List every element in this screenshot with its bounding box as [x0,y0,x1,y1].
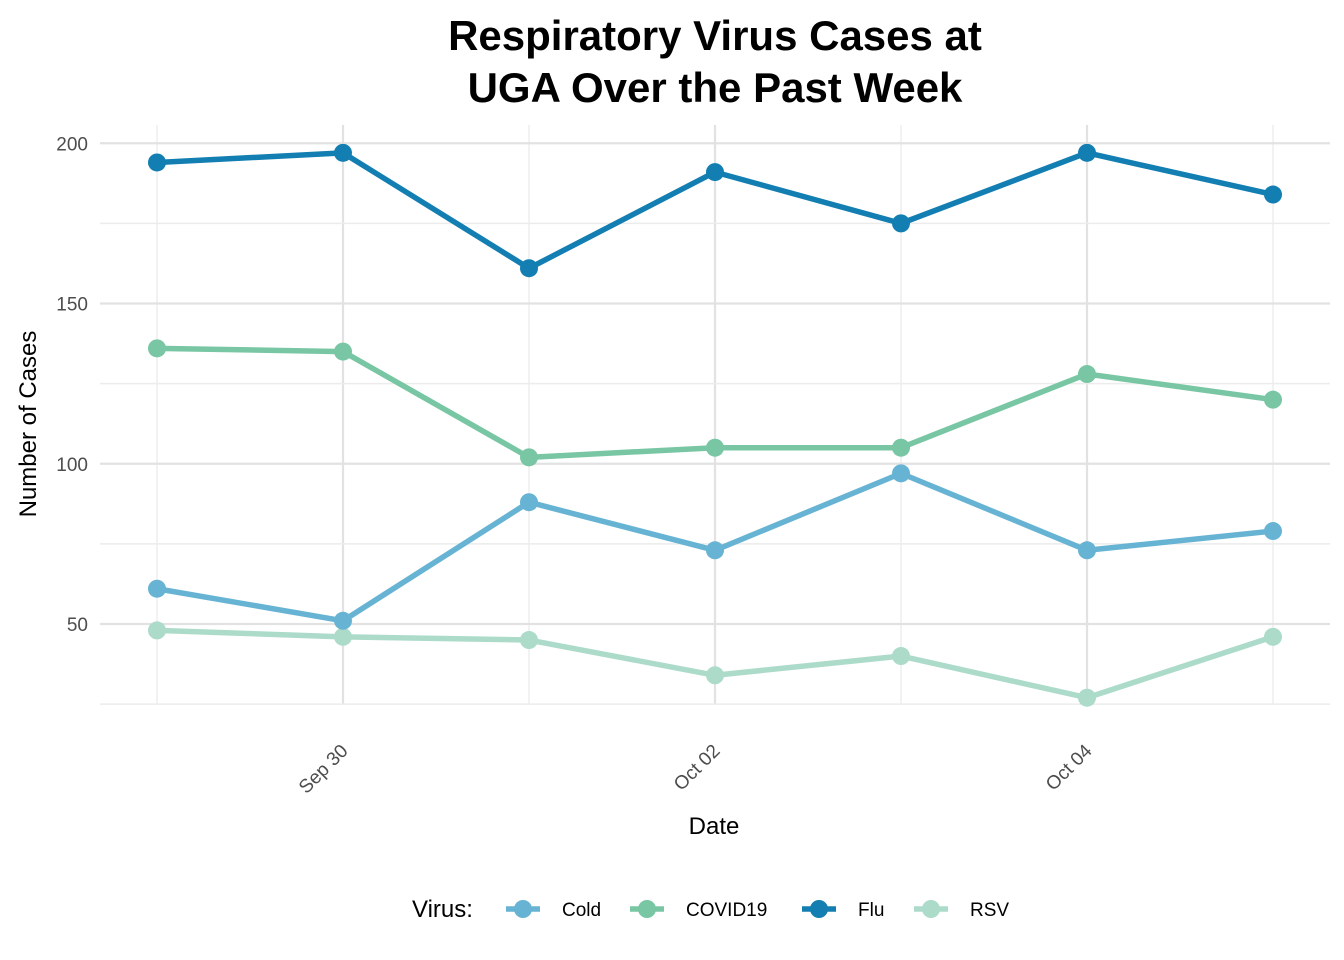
y-axis-title: Number of Cases [15,331,42,518]
series-covid19 [148,339,1282,467]
y-tick-label: 150 [56,295,88,316]
data-point [334,143,352,162]
legend-label: Cold [562,900,601,921]
data-point [706,666,724,685]
x-axis-title: Date [689,813,740,840]
data-point [892,438,910,457]
chart-title-line2: UGA Over the Past Week [467,64,963,111]
x-tick-label: Oct 02 [670,741,724,795]
data-point [706,438,724,457]
legend-key-point [514,900,532,918]
legend-key-point [922,900,940,918]
data-point [1264,185,1282,204]
data-point [892,464,910,483]
series-cold [148,464,1282,630]
data-point [148,153,166,172]
y-tick-label: 100 [56,455,88,476]
x-tick-label: Sep 30 [295,741,352,798]
legend-key-point [810,900,828,918]
data-point [1078,541,1096,560]
data-point [892,214,910,233]
y-tick-label: 200 [56,134,88,155]
data-point [1078,365,1096,384]
data-point [520,631,538,650]
data-point [148,621,166,640]
data-point [334,627,352,646]
y-tick-label: 50 [67,615,88,636]
data-point [706,163,724,182]
grid [100,125,1330,705]
data-point [1264,522,1282,541]
legend-title: Virus: [412,896,473,923]
series-flu [148,143,1282,278]
legend-label: Flu [858,900,884,921]
data-point [334,342,352,361]
data-point [520,448,538,467]
x-tick-label: Oct 04 [1042,740,1097,795]
legend-key-point [638,900,656,918]
data-point [706,541,724,560]
data-point [1264,627,1282,646]
chart-title: Respiratory Virus Cases at UGA Over the … [0,10,1344,114]
legend-item-rsv: RSV [914,900,1009,921]
legend: Virus: Cold COVID19 Flu RSV [412,896,1009,923]
series-group [148,143,1282,707]
data-point [1078,688,1096,707]
legend-label: RSV [970,900,1009,921]
y-axis-ticks: 50 100 150 200 [56,134,88,636]
legend-item-flu: Flu [802,900,884,921]
chart-title-line1: Respiratory Virus Cases at [448,12,982,59]
data-point [148,339,166,358]
data-point [334,611,352,630]
legend-item-cold: Cold [506,900,601,921]
data-point [520,493,538,512]
data-point [1264,390,1282,409]
series-rsv [148,621,1282,707]
data-point [1078,143,1096,162]
legend-label: COVID19 [686,900,767,921]
data-point [892,647,910,666]
x-axis-ticks: Sep 30 Oct 02 Oct 04 [295,740,1097,798]
data-point [520,259,538,278]
legend-item-covid19: COVID19 [630,900,767,921]
data-point [148,579,166,598]
